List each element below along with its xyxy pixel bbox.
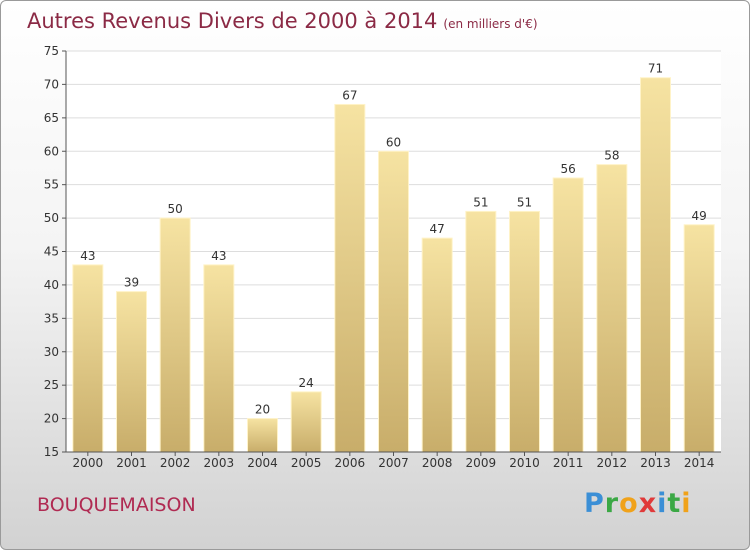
data-label: 24 xyxy=(299,376,314,390)
bar xyxy=(421,237,453,453)
data-label: 56 xyxy=(561,162,576,176)
x-tick-label: 2009 xyxy=(466,456,497,470)
bar xyxy=(203,264,235,453)
bar xyxy=(552,177,584,453)
bar xyxy=(683,224,715,453)
bar xyxy=(159,217,191,453)
logo-letter: o xyxy=(619,488,639,519)
data-label: 43 xyxy=(211,249,226,263)
data-label: 71 xyxy=(648,62,663,76)
x-tick-label: 2006 xyxy=(335,456,366,470)
bar xyxy=(72,264,104,453)
data-label: 50 xyxy=(168,202,183,216)
bar xyxy=(509,210,540,453)
x-tick-label: 2003 xyxy=(204,456,235,470)
data-label: 58 xyxy=(604,149,619,163)
x-tick-label: 2007 xyxy=(378,456,409,470)
y-tick-label: 20 xyxy=(44,412,59,426)
y-tick-label: 50 xyxy=(44,211,59,225)
x-tick-label: 2010 xyxy=(509,456,540,470)
bar xyxy=(640,77,671,453)
logo-letter: i xyxy=(657,488,668,519)
logo-letter: x xyxy=(638,488,658,519)
x-tick-label: 2000 xyxy=(73,456,104,470)
y-tick-label: 25 xyxy=(44,378,59,392)
x-tick-label: 2005 xyxy=(291,456,322,470)
y-tick-label: 40 xyxy=(44,278,59,292)
y-tick-label: 65 xyxy=(44,111,59,125)
data-label: 47 xyxy=(430,222,445,236)
y-tick-label: 35 xyxy=(44,311,59,325)
data-label: 51 xyxy=(517,195,532,209)
location-name: BOUQUEMAISON xyxy=(37,494,196,516)
data-label: 51 xyxy=(473,195,488,209)
x-tick-label: 2013 xyxy=(640,456,671,470)
proxiti-logo[interactable]: Proxiti xyxy=(584,488,692,519)
bar xyxy=(596,164,628,453)
bar xyxy=(378,150,409,453)
y-tick-label: 55 xyxy=(44,178,59,192)
y-tick-label: 45 xyxy=(44,245,59,259)
x-tick-label: 2012 xyxy=(597,456,628,470)
logo-letter: r xyxy=(604,488,620,519)
data-label: 43 xyxy=(80,249,95,263)
chart-title-unit: (en milliers d'€) xyxy=(443,17,538,31)
axes xyxy=(62,50,721,456)
x-tick-label: 2014 xyxy=(684,456,715,470)
data-label: 60 xyxy=(386,135,401,149)
logo-letter: i xyxy=(681,488,692,519)
logo-letter: P xyxy=(584,488,605,519)
data-label: 20 xyxy=(255,403,270,417)
chart-title-text: Autres Revenus Divers de 2000 à 2014 xyxy=(27,9,438,33)
bar xyxy=(290,391,322,453)
data-label: 39 xyxy=(124,276,139,290)
bar xyxy=(334,103,366,453)
x-tick-label: 2011 xyxy=(553,456,584,470)
x-tick-label: 2001 xyxy=(116,456,147,470)
x-tick-label: 2002 xyxy=(160,456,191,470)
data-label: 49 xyxy=(692,209,707,223)
y-tick-label: 75 xyxy=(44,44,59,58)
bar xyxy=(247,418,278,453)
bar xyxy=(116,291,147,453)
y-tick-label: 30 xyxy=(44,345,59,359)
bar xyxy=(465,210,497,453)
labels: 15 20 25 30 35 40 45 50 55 60 65 70 75 43 2000 39 2001 50… xyxy=(44,44,715,470)
x-tick-label: 2008 xyxy=(422,456,453,470)
y-tick-label: 60 xyxy=(44,144,59,158)
logo-letter: t xyxy=(667,488,682,519)
bars xyxy=(72,77,715,453)
chart-title: Autres Revenus Divers de 2000 à 2014 (en … xyxy=(27,9,538,33)
data-label: 67 xyxy=(342,88,357,102)
y-tick-label: 15 xyxy=(44,445,59,459)
x-tick-label: 2004 xyxy=(247,456,278,470)
y-tick-label: 70 xyxy=(44,77,59,91)
